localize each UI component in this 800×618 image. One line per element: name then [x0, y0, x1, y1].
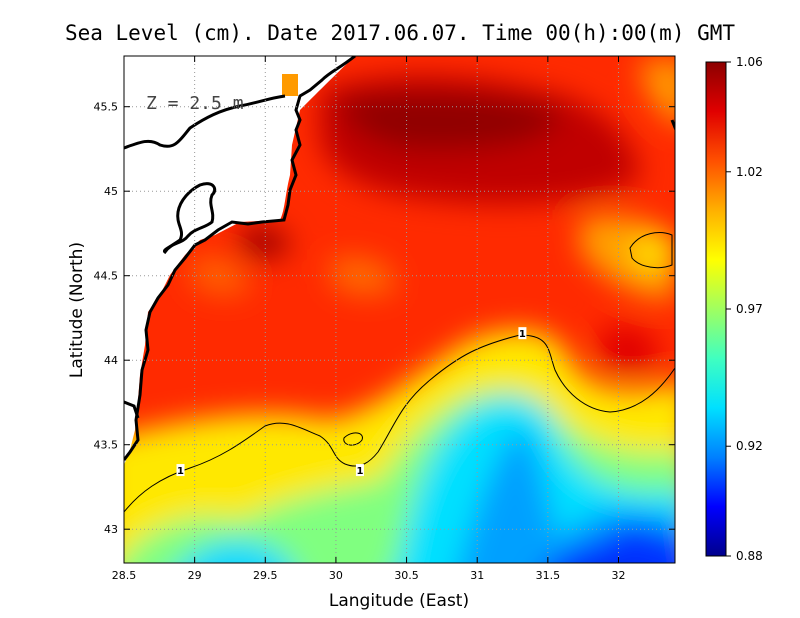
x-tick-label: 28.5	[112, 569, 137, 582]
colorbar	[705, 61, 727, 557]
land-area	[124, 56, 355, 465]
contour-label: 1	[177, 466, 184, 477]
x-tick-label: 29.5	[253, 569, 278, 582]
x-tick-label: 30	[329, 569, 343, 582]
y-axis-ticks: 43 43.5 44 44.5 45 45.5	[94, 101, 675, 536]
x-tick-label: 30.5	[394, 569, 419, 582]
plot-frame	[123, 55, 676, 564]
contour-labels: 1 1 1	[176, 327, 527, 477]
depth-annotation: Z = 2.5 m	[146, 93, 244, 114]
contour-label-bg	[176, 464, 185, 477]
colorbar-tick-label: 0.97	[736, 302, 763, 316]
colorbar-ticks: 1.06 1.02 0.97 0.92 0.88	[726, 55, 763, 563]
y-tick-label: 43	[104, 523, 118, 536]
colorbar-tick-label: 1.06	[736, 55, 763, 69]
x-axis-ticks: 28.5 29 29.5 30 30.5 31 31.5 32	[112, 56, 625, 582]
chart-title: Sea Level (cm). Date 2017.06.07. Time 00…	[65, 21, 735, 45]
y-axis-label: Latitude (North)	[67, 242, 87, 378]
grid-lines	[124, 56, 675, 563]
coastline	[124, 56, 356, 461]
y-tick-label: 43.5	[94, 439, 119, 452]
y-tick-label: 44.5	[94, 270, 119, 283]
x-tick-label: 32	[611, 569, 625, 582]
colorbar-tick-label: 0.88	[736, 549, 763, 563]
contour-label-bg	[518, 327, 527, 340]
x-tick-label: 29	[188, 569, 202, 582]
x-axis-label: Langitude (East)	[329, 591, 469, 611]
contour-label-bg	[355, 464, 364, 477]
colorbar-tick-label: 1.02	[736, 165, 763, 179]
sea-level-field	[124, 56, 675, 563]
x-tick-label: 31	[470, 569, 484, 582]
x-tick-label: 31.5	[536, 569, 561, 582]
y-tick-label: 44	[104, 354, 118, 367]
y-tick-label: 45.5	[94, 101, 119, 114]
contour-line-1	[124, 334, 675, 513]
contour-label: 1	[519, 329, 526, 340]
colorbar-tick-label: 0.92	[736, 439, 763, 453]
y-tick-label: 45	[104, 185, 118, 198]
contour-label: 1	[356, 466, 363, 477]
